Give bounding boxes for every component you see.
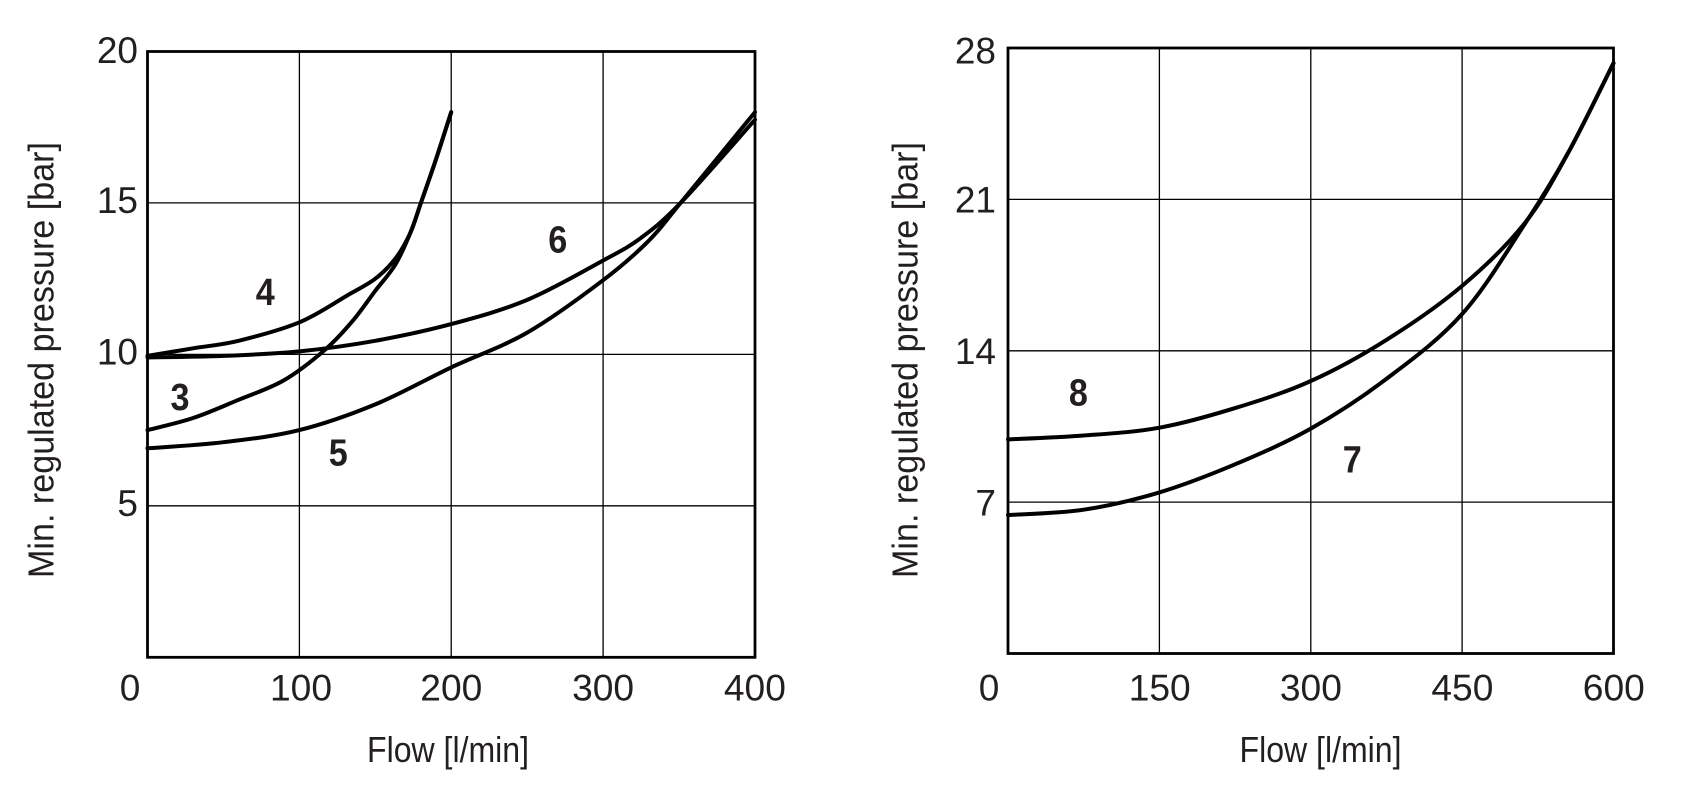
svg-text:Min. regulated pressure [bar]: Min. regulated pressure [bar] [21, 142, 62, 578]
svg-text:100: 100 [270, 668, 332, 709]
svg-text:300: 300 [1280, 668, 1342, 709]
svg-text:3: 3 [171, 377, 190, 419]
svg-text:0: 0 [979, 668, 1000, 709]
svg-text:21: 21 [955, 180, 996, 221]
svg-text:5: 5 [329, 433, 348, 475]
svg-text:8: 8 [1069, 373, 1088, 415]
svg-text:20: 20 [97, 30, 138, 71]
svg-text:450: 450 [1431, 668, 1493, 709]
svg-text:7: 7 [975, 482, 996, 523]
svg-text:7: 7 [1343, 440, 1362, 482]
svg-text:Flow [l/min]: Flow [l/min] [367, 729, 529, 770]
svg-text:150: 150 [1129, 668, 1191, 709]
svg-text:6: 6 [548, 220, 567, 262]
svg-text:15: 15 [97, 180, 138, 221]
svg-text:10: 10 [97, 331, 138, 372]
svg-text:Min. regulated pressure [bar]: Min. regulated pressure [bar] [885, 142, 926, 578]
svg-text:400: 400 [724, 668, 786, 709]
svg-text:300: 300 [572, 668, 634, 709]
svg-text:Flow [l/min]: Flow [l/min] [1240, 729, 1402, 770]
svg-text:200: 200 [420, 668, 482, 709]
svg-text:600: 600 [1583, 668, 1645, 709]
svg-text:28: 28 [955, 30, 996, 71]
svg-text:4: 4 [256, 272, 275, 314]
svg-text:14: 14 [955, 331, 996, 372]
svg-text:5: 5 [117, 483, 138, 524]
svg-text:0: 0 [120, 668, 141, 709]
